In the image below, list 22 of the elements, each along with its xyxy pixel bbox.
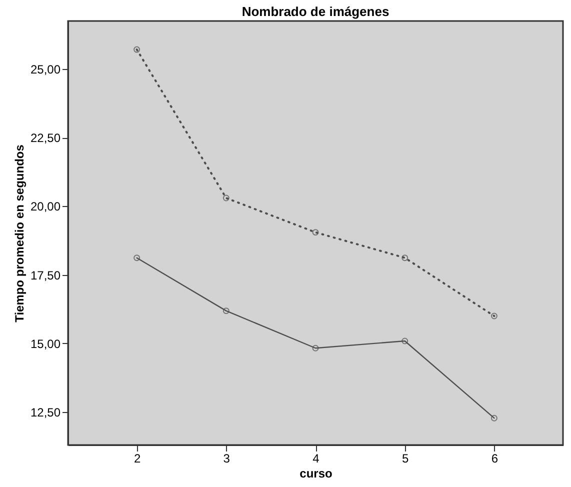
- point: [134, 46, 140, 53]
- x-tick-label: 4: [312, 452, 320, 466]
- point: [490, 312, 498, 320]
- chart-title: Nombrado de imágenes: [242, 4, 390, 19]
- y-tick-label: 25,00: [30, 62, 61, 77]
- y-tick-label: 17,50: [30, 268, 61, 282]
- y-tick-label: 15,00: [30, 336, 61, 351]
- y-tick-label: 12,50: [30, 406, 61, 420]
- x-tick-label: 2: [134, 452, 141, 466]
- point: [402, 254, 408, 262]
- y-tick-label: 20,00: [30, 200, 61, 214]
- x-tick-label: 3: [223, 452, 230, 466]
- point: [222, 194, 230, 202]
- point: [402, 338, 408, 344]
- x-tick-label: 5: [402, 452, 410, 466]
- y-axis-title: Tiempo promedio en segundos: [12, 144, 26, 322]
- x-axis-title: curso: [300, 466, 332, 480]
- y-tick-label: 22,50: [30, 131, 61, 146]
- point: [222, 308, 230, 314]
- point: [312, 229, 319, 236]
- point: [312, 344, 319, 352]
- x-tick-label: 6: [491, 452, 498, 466]
